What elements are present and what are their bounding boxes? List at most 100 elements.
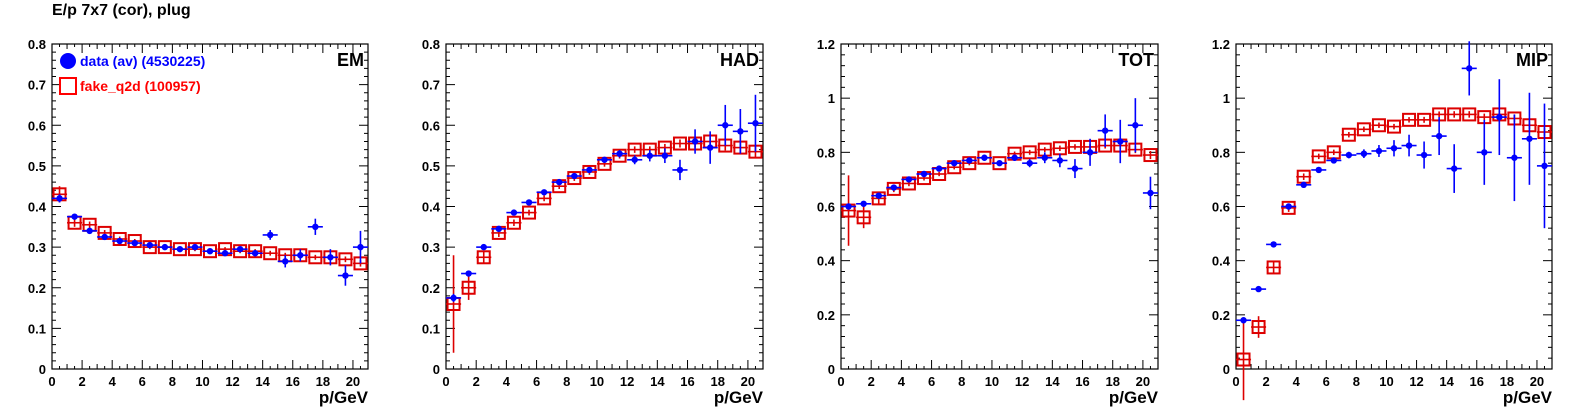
y-tick-label: 0 — [39, 362, 46, 377]
data-point — [1466, 65, 1473, 72]
data-point — [1420, 151, 1428, 159]
x-tick-label: 2 — [473, 374, 480, 389]
fake-point — [1143, 148, 1158, 163]
panel-title: EM — [337, 50, 364, 70]
data-point — [737, 128, 744, 135]
x-tick-label: 10 — [590, 374, 604, 389]
panel-title: TOT — [1118, 50, 1154, 70]
data-point — [1300, 181, 1307, 189]
fake-point — [1462, 107, 1477, 122]
x-tick-label: 8 — [169, 374, 176, 389]
legend-marker-fake — [59, 77, 77, 95]
fake-point — [1236, 352, 1251, 367]
data-point — [480, 243, 487, 251]
y-tick-label: 1.2 — [817, 37, 835, 52]
y-tick-label: 0 — [1223, 362, 1230, 377]
x-tick-label: 4 — [898, 374, 906, 389]
data-point — [1270, 241, 1277, 248]
data-point — [297, 252, 304, 259]
fake-point — [248, 244, 263, 259]
fake-point — [1417, 112, 1432, 127]
fake-point — [567, 171, 582, 186]
data-point — [161, 243, 169, 251]
x-tick-label: 8 — [563, 374, 570, 389]
x-tick-label: 2 — [868, 374, 875, 389]
y-tick-label: 0.2 — [817, 308, 835, 323]
y-tick-label: 0.8 — [422, 37, 440, 52]
y-tick-label: 0.4 — [1212, 254, 1231, 269]
y-tick-label: 0.1 — [422, 321, 440, 336]
y-tick-label: 0.8 — [817, 145, 835, 160]
panel-title: HAD — [720, 50, 759, 70]
data-point — [586, 166, 593, 174]
x-tick-label: 8 — [1353, 374, 1360, 389]
data-point — [556, 178, 563, 186]
x-tick-label: 14 — [1439, 374, 1454, 389]
data-point — [1405, 142, 1413, 149]
data-point — [327, 254, 334, 261]
data-point — [1056, 157, 1064, 164]
data-point — [131, 239, 138, 247]
fake-point — [962, 156, 977, 171]
data-point — [1330, 157, 1338, 164]
data-point — [966, 157, 973, 164]
data-point — [1011, 154, 1018, 161]
fake-point — [187, 242, 202, 257]
fake-point — [582, 164, 597, 179]
y-tick-label: 1 — [1223, 91, 1230, 106]
x-tick-label: 12 — [620, 374, 634, 389]
data-point — [1375, 147, 1383, 155]
data-point — [996, 159, 1003, 167]
fake-point — [1266, 260, 1281, 275]
data-point — [875, 192, 882, 199]
fake-point — [612, 148, 627, 163]
panel-tot: 0 2 4 6 8 10 12 14 16 18 20 0 0.2 0.4 0.6 0.8 1 1.2 p/GeV T… — [817, 37, 1159, 407]
y-tick-label: 0.6 — [1212, 200, 1230, 215]
x-tick-label: 0 — [1232, 374, 1239, 389]
x-tick-label: 20 — [741, 374, 755, 389]
data-point — [631, 156, 638, 163]
x-tick-label: 18 — [316, 374, 330, 389]
fake-point — [308, 250, 323, 265]
data-point — [920, 170, 928, 178]
data-point — [752, 120, 759, 127]
fake-point — [263, 246, 278, 261]
fake-point — [127, 234, 142, 249]
data-point — [540, 189, 548, 196]
fake-point — [1387, 119, 1401, 134]
panel-mip: 0 2 4 6 8 10 12 14 16 18 20 0 0.2 0.4 0.6 0.8 1 1.2 p/GeV M… — [1212, 37, 1553, 407]
fake-point — [506, 215, 521, 230]
data-point — [71, 213, 78, 220]
x-tick-label: 10 — [195, 374, 209, 389]
data-point — [845, 203, 852, 210]
plot-frame — [445, 43, 764, 370]
x-axis-label: p/GeV — [319, 388, 369, 407]
y-tick-label: 0.3 — [422, 240, 440, 255]
x-axis-label: p/GeV — [1109, 388, 1159, 407]
data-point — [251, 250, 259, 257]
fake-point — [338, 252, 353, 267]
x-tick-label: 6 — [533, 374, 540, 389]
y-tick-label: 0.4 — [422, 200, 441, 215]
data-point — [1132, 122, 1139, 129]
data-point — [1026, 159, 1033, 167]
data-point — [1255, 285, 1262, 293]
data-point — [525, 199, 533, 206]
data-point — [935, 165, 943, 172]
y-tick-label: 0.6 — [422, 118, 440, 133]
x-tick-label: 12 — [1409, 374, 1423, 389]
x-tick-label: 10 — [1379, 374, 1393, 389]
data-point — [221, 250, 229, 257]
y-tick-label: 0.8 — [28, 37, 46, 52]
x-tick-label: 20 — [1530, 374, 1544, 389]
data-point — [510, 209, 518, 216]
fake-point — [476, 250, 491, 265]
data-point — [101, 233, 108, 241]
panel-had: 0 2 4 6 8 10 12 14 16 18 20 0 0.1 0.2 0.3 0.4 0.5 0.6 0.7 0… — [422, 37, 764, 407]
data-point — [1496, 113, 1503, 121]
fake-point — [856, 210, 871, 225]
data-point — [905, 176, 913, 183]
x-tick-label: 14 — [1045, 374, 1060, 389]
data-point — [1450, 165, 1458, 172]
x-tick-label: 0 — [48, 374, 55, 389]
